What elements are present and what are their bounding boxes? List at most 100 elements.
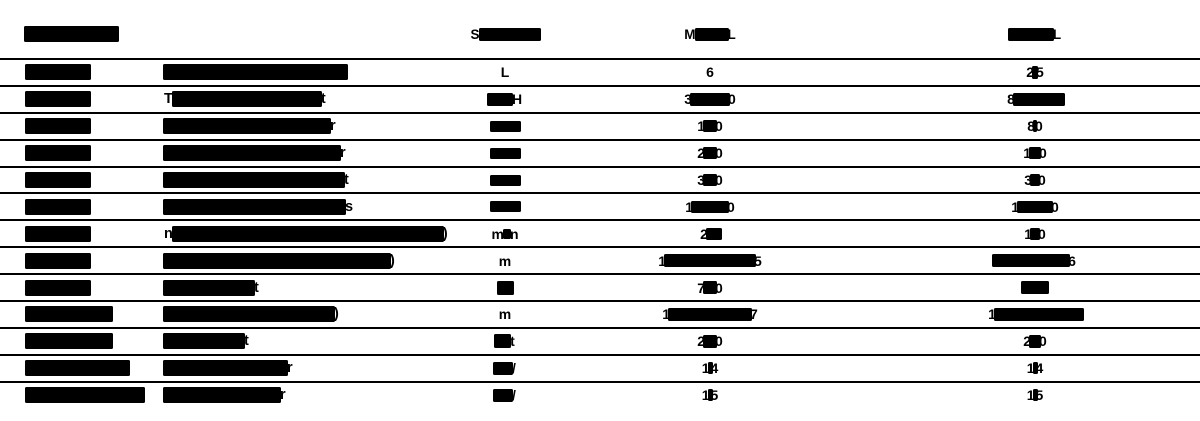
cell-text: ): [442, 225, 448, 242]
table-cell-c3: /: [445, 383, 565, 408]
table-cell-c2: [163, 60, 348, 85]
redaction-bar: [1032, 388, 1038, 402]
header-col-model-2: L: [925, 22, 1145, 46]
redaction-bar: [703, 335, 717, 348]
cell-text: ): [390, 252, 395, 269]
cell-text: 4: [710, 360, 719, 377]
cell-text: 1: [1026, 360, 1035, 377]
redaction-bar: [993, 308, 1084, 321]
redaction-bar: [668, 308, 752, 321]
redaction-bar: [1029, 335, 1041, 348]
cell-text: m: [491, 225, 504, 242]
cell-text: 1: [1024, 225, 1032, 242]
cell-text: 2: [1026, 64, 1034, 81]
cell-text: 1: [701, 360, 710, 377]
cell-text: 1: [697, 118, 705, 135]
redaction-bar: [163, 172, 345, 188]
redaction-bar: [694, 27, 729, 41]
redaction-bar: [163, 279, 255, 296]
table-cell-c2: n): [164, 221, 448, 246]
redaction-bar: [25, 387, 145, 404]
table-cell-c3: m: [445, 248, 565, 273]
redaction-bar: [478, 27, 541, 41]
redaction-bar: [171, 225, 444, 242]
redaction-bar: [1032, 361, 1038, 375]
cell-text: 2: [700, 225, 708, 242]
cell-text: t: [320, 91, 326, 108]
redaction-bar: [163, 387, 281, 404]
cell-text: 6: [1068, 252, 1076, 269]
cell-text: t: [244, 333, 249, 350]
cell-text: S: [470, 26, 480, 42]
redaction-bar: [494, 334, 512, 349]
redaction-bar: [664, 254, 756, 267]
cell-text: n: [164, 225, 173, 242]
table-cell-c1: [25, 141, 91, 166]
table-cell-c2: s: [163, 194, 354, 219]
table-cell-c3: [445, 194, 565, 219]
redaction-bar: [707, 388, 713, 402]
redaction-bar: [690, 93, 730, 106]
cell-text: 2: [697, 333, 705, 350]
redaction-bar: [1012, 93, 1065, 106]
table-row: n) m n 2 1 0: [0, 219, 1200, 246]
redaction-bar: [493, 361, 514, 375]
cell-text: L: [1052, 26, 1062, 42]
table-cell-c2: t: [163, 329, 249, 354]
cell-text: 2: [1023, 333, 1031, 350]
redaction-bar: [25, 64, 91, 81]
header-col1: [24, 22, 119, 46]
table-row: r/1 5 1 5: [0, 380, 1200, 408]
table-cell-c5: 1: [925, 302, 1145, 327]
redaction-bar: [25, 225, 91, 242]
redaction-bar: [703, 146, 717, 160]
redaction-bar: [1029, 146, 1041, 160]
cell-text: s: [345, 198, 354, 215]
cell-text: 1: [1026, 387, 1035, 404]
cell-text: 5: [754, 252, 762, 269]
cell-text: m: [498, 252, 512, 269]
cell-text: 1: [1023, 145, 1031, 162]
cell-text: /: [512, 387, 516, 404]
table-cell-c2: t: [163, 275, 259, 300]
table-cell-c3: t: [445, 329, 565, 354]
cell-text: 0: [1038, 172, 1046, 188]
table-cell-c1: [25, 221, 91, 246]
cell-text: t: [510, 333, 515, 350]
table-cell-c4: 2: [600, 221, 820, 246]
redaction-bar: [163, 118, 331, 135]
cell-text: 3: [684, 91, 692, 108]
table-cell-c2: r: [163, 141, 346, 166]
cell-text: 1: [1011, 198, 1019, 215]
cell-text: r: [287, 360, 293, 377]
cell-text: T: [164, 91, 173, 108]
cell-text: 7: [697, 279, 705, 296]
cell-text: 1: [658, 252, 666, 269]
redaction-bar: [1030, 227, 1040, 241]
table-cell-c2: ): [163, 248, 395, 273]
table-cell-c3: [445, 141, 565, 166]
cell-text: t: [344, 172, 349, 188]
redaction-bar: [25, 360, 130, 377]
redaction-bar: [1030, 173, 1040, 187]
cell-text: 5: [1036, 64, 1044, 81]
redaction-bar: [705, 227, 722, 241]
table-cell-c3: L: [445, 60, 565, 85]
table-row: r/1 4 1 4: [0, 353, 1200, 381]
